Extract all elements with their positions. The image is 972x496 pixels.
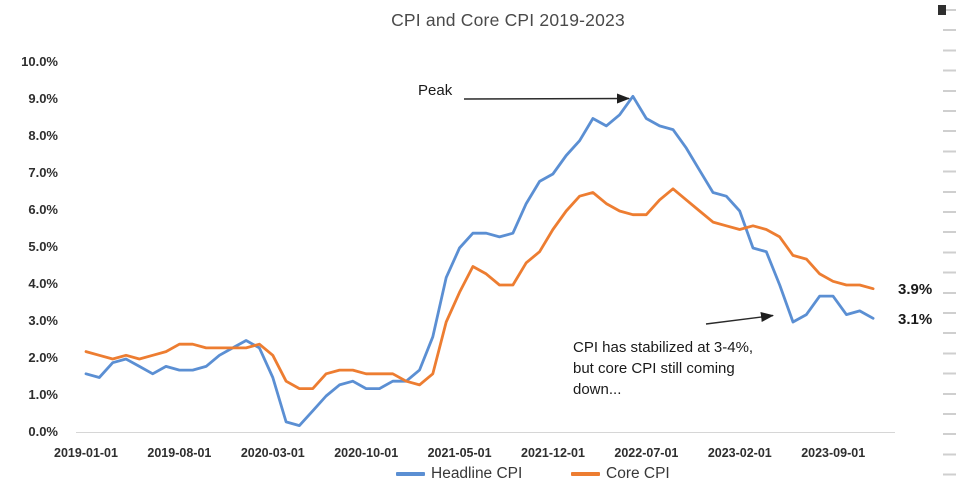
headline-cpi-end-value-label: 3.1% [898,311,933,328]
y-axis-tick-label: 3.0% [28,313,58,328]
legend-item-core-cpi[interactable]: Core CPI [571,464,670,484]
y-axis-tick-label: 1.0% [28,387,58,402]
chart-title: CPI and Core CPI 2019-2023 [391,10,625,30]
y-axis-tick-label: 8.0% [28,128,58,143]
y-axis-tick-label: 9.0% [28,91,58,106]
x-axis-tick-label: 2020-10-01 [334,446,399,460]
stabilized-annotation-line2: but core CPI still coming [573,360,735,377]
peak-annotation-label: Peak [418,82,453,99]
core-cpi-end-value-label: 3.9% [898,281,933,298]
y-axis-tick-label: 0.0% [28,424,58,439]
y-axis-tick-label: 2.0% [28,350,58,365]
x-axis-tick-label: 2023-02-01 [707,446,772,460]
y-axis-tick-label: 6.0% [28,202,58,217]
x-axis-tick-label: 2020-03-01 [240,446,305,460]
series-lines [84,94,875,428]
x-axis-tick-label: 2019-08-01 [147,446,212,460]
stabilized-annotation-arrow [705,312,774,325]
core-cpi-line[interactable] [84,187,875,391]
x-axis-tick-label: 2023-09-01 [801,446,866,460]
x-axis-tick-label: 2022-07-01 [614,446,679,460]
x-axis-line [76,432,895,433]
legend-label-core-cpi: Core CPI [606,465,670,482]
stabilized-annotation-label: CPI has stabilized at 3-4%, but core CPI… [573,337,753,400]
y-axis-tick-label: 4.0% [28,276,58,291]
y-axis-tick-label: 5.0% [28,239,58,254]
x-axis-tick-label: 2019-01-01 [54,446,118,460]
headline-cpi-swatch [396,472,425,476]
y-axis-tick-label: 10.0% [21,54,58,69]
stabilized-annotation-line1: CPI has stabilized at 3-4%, [573,339,754,356]
headline-cpi-line[interactable] [84,94,875,428]
stabilized-annotation-line3: down... [573,381,622,398]
legend-item-headline-cpi[interactable]: Headline CPI [396,464,522,484]
legend-label-headline-cpi: Headline CPI [431,465,523,482]
screen-artifact [938,5,946,15]
y-axis-tick-label: 7.0% [28,165,58,180]
x-axis-tick-label: 2021-12-01 [521,446,585,460]
row-gridline-marks [943,9,956,493]
peak-annotation-arrow [463,93,630,104]
x-axis-tick-label: 2021-05-01 [427,446,492,460]
core-cpi-swatch [571,472,600,476]
